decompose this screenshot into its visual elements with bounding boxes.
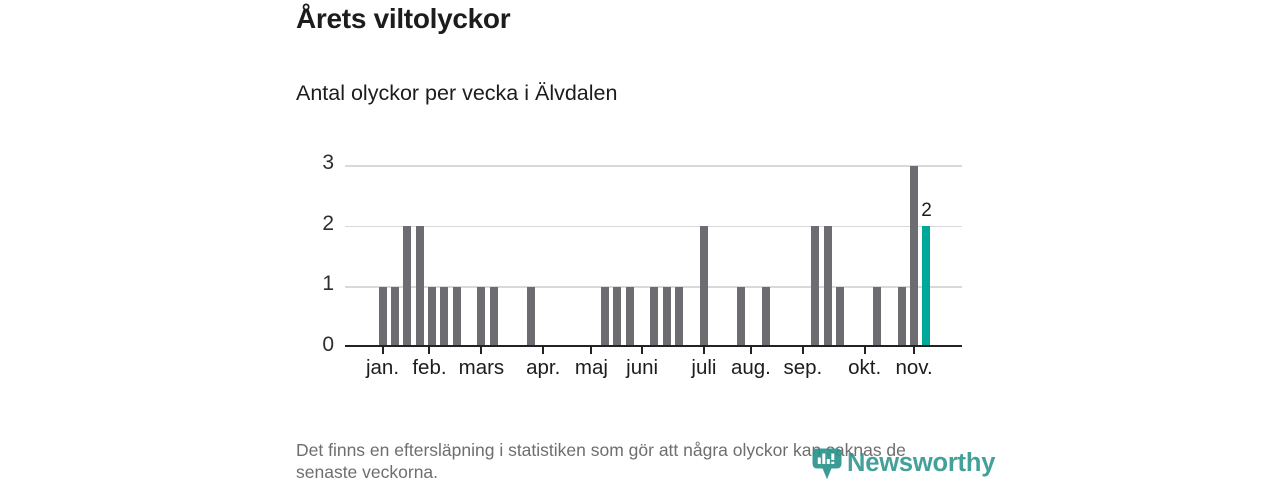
bar-week-6 (440, 287, 448, 345)
bar-week-21 (626, 287, 634, 345)
bar-week-5 (428, 287, 436, 345)
month-tick (802, 347, 804, 354)
bar-week-9 (477, 287, 485, 345)
newsworthy-logo-text: Newsworthy (847, 448, 995, 478)
bar-week-36 (811, 226, 819, 345)
month-tick (864, 347, 866, 354)
bar-week-38 (836, 287, 844, 345)
bar-week-43 (898, 287, 906, 345)
bar-week-45 (922, 226, 930, 345)
x-axis-line (345, 345, 962, 348)
month-tick (913, 347, 915, 354)
bar-week-1 (379, 287, 387, 345)
bar-week-4 (416, 226, 424, 345)
bar-week-10 (490, 287, 498, 345)
y-axis-label: 1 (300, 272, 334, 296)
bar-week-13 (527, 287, 535, 345)
gridline (345, 165, 962, 167)
month-tick (641, 347, 643, 354)
bar-week-23 (650, 287, 658, 345)
month-tick (750, 347, 752, 354)
newsworthy-logo: Newsworthy (812, 448, 995, 480)
bar-week-32 (762, 287, 770, 345)
y-axis-label: 3 (300, 151, 334, 175)
bar-week-24 (663, 287, 671, 345)
highlight-value-label: 2 (906, 200, 946, 222)
bar-week-30 (737, 287, 745, 345)
month-label: juni (610, 356, 674, 380)
month-label: sep. (771, 356, 835, 380)
chart-subtitle: Antal olyckor per vecka i Älvdalen (296, 81, 617, 106)
month-tick (480, 347, 482, 354)
bar-week-37 (824, 226, 832, 345)
month-tick (382, 347, 384, 354)
bar-week-2 (391, 287, 399, 345)
bar-week-7 (453, 287, 461, 345)
bar-week-44 (910, 166, 918, 345)
month-tick (428, 347, 430, 354)
month-tick (590, 347, 592, 354)
month-tick (542, 347, 544, 354)
month-label: nov. (882, 356, 946, 380)
bar-week-27 (700, 226, 708, 345)
gridline (345, 226, 962, 228)
bar-week-20 (613, 287, 621, 345)
y-axis-label: 2 (300, 212, 334, 236)
month-tick (703, 347, 705, 354)
bar-week-19 (601, 287, 609, 345)
month-label: mars (449, 356, 513, 380)
y-axis-label: 0 (300, 333, 334, 357)
bar-week-25 (675, 287, 683, 345)
bar-week-3 (403, 226, 411, 345)
newsworthy-marker-icon (812, 448, 842, 480)
chart-title: Årets viltolyckor (296, 3, 510, 35)
bar-week-41 (873, 287, 881, 345)
